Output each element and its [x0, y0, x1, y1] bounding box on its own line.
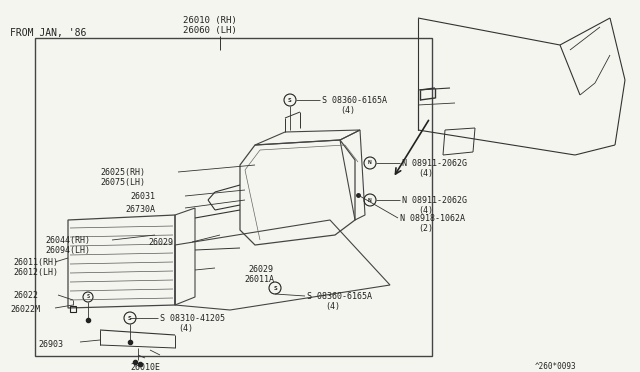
Text: 26044(RH): 26044(RH): [45, 236, 90, 245]
Text: S 08310-41205: S 08310-41205: [160, 314, 225, 323]
Text: 26075(LH): 26075(LH): [100, 178, 145, 187]
Text: 26031: 26031: [130, 192, 155, 201]
Text: S 08360-6165A: S 08360-6165A: [322, 96, 387, 105]
Text: 26010E: 26010E: [130, 363, 160, 372]
Text: FROM JAN, '86: FROM JAN, '86: [10, 28, 86, 38]
Text: (4): (4): [418, 169, 433, 178]
Text: (2): (2): [418, 224, 433, 233]
Text: 26011(RH): 26011(RH): [13, 258, 58, 267]
Text: (4): (4): [418, 206, 433, 215]
Text: N: N: [368, 198, 372, 202]
Text: S 08360-6165A: S 08360-6165A: [307, 292, 372, 301]
Text: 26903: 26903: [38, 340, 63, 349]
Text: S: S: [288, 97, 292, 103]
Text: 26022: 26022: [13, 291, 38, 300]
Text: 26010 (RH): 26010 (RH): [183, 16, 237, 25]
Text: 26011A: 26011A: [244, 275, 274, 284]
Text: 26060 (LH): 26060 (LH): [183, 26, 237, 35]
Text: N: N: [368, 160, 372, 166]
Text: N 08911-2062G: N 08911-2062G: [402, 159, 467, 168]
Text: (4): (4): [340, 106, 355, 115]
Text: (4): (4): [325, 302, 340, 311]
Text: N 08911-2062G: N 08911-2062G: [402, 196, 467, 205]
Text: 26094(LH): 26094(LH): [45, 246, 90, 255]
Text: 26730A: 26730A: [125, 205, 155, 214]
Bar: [35, 38, 432, 356]
Text: 26029: 26029: [248, 265, 273, 274]
Text: 26029: 26029: [148, 238, 173, 247]
Text: S: S: [86, 295, 90, 299]
Text: ^260*0093: ^260*0093: [535, 362, 577, 371]
Text: 26012(LH): 26012(LH): [13, 268, 58, 277]
Text: S: S: [128, 315, 132, 321]
Text: 26022M: 26022M: [10, 305, 40, 314]
Text: (4): (4): [178, 324, 193, 333]
Text: N 08918-1062A: N 08918-1062A: [400, 214, 465, 223]
Text: 26025(RH): 26025(RH): [100, 168, 145, 177]
Text: S: S: [273, 285, 277, 291]
